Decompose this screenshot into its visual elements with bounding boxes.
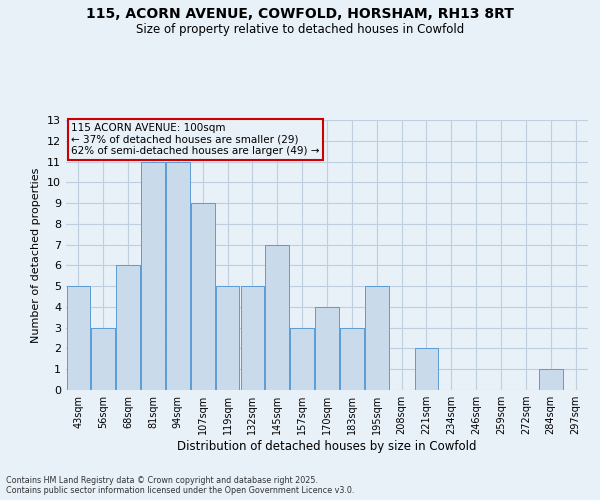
Bar	[290, 328, 314, 390]
Bar	[67, 286, 90, 390]
Bar	[340, 328, 364, 390]
Bar	[539, 369, 563, 390]
Y-axis label: Number of detached properties: Number of detached properties	[31, 168, 41, 342]
Text: 115, ACORN AVENUE, COWFOLD, HORSHAM, RH13 8RT: 115, ACORN AVENUE, COWFOLD, HORSHAM, RH1…	[86, 8, 514, 22]
Bar	[166, 162, 190, 390]
Bar	[415, 348, 438, 390]
Text: Contains HM Land Registry data © Crown copyright and database right 2025.
Contai: Contains HM Land Registry data © Crown c…	[6, 476, 355, 495]
Bar	[265, 244, 289, 390]
Text: Size of property relative to detached houses in Cowfold: Size of property relative to detached ho…	[136, 22, 464, 36]
Bar	[141, 162, 165, 390]
Bar	[91, 328, 115, 390]
Bar	[315, 307, 339, 390]
Bar	[241, 286, 264, 390]
Bar	[365, 286, 389, 390]
Bar	[116, 266, 140, 390]
Text: 115 ACORN AVENUE: 100sqm
← 37% of detached houses are smaller (29)
62% of semi-d: 115 ACORN AVENUE: 100sqm ← 37% of detach…	[71, 122, 320, 156]
Bar	[216, 286, 239, 390]
Bar	[191, 203, 215, 390]
X-axis label: Distribution of detached houses by size in Cowfold: Distribution of detached houses by size …	[177, 440, 477, 453]
